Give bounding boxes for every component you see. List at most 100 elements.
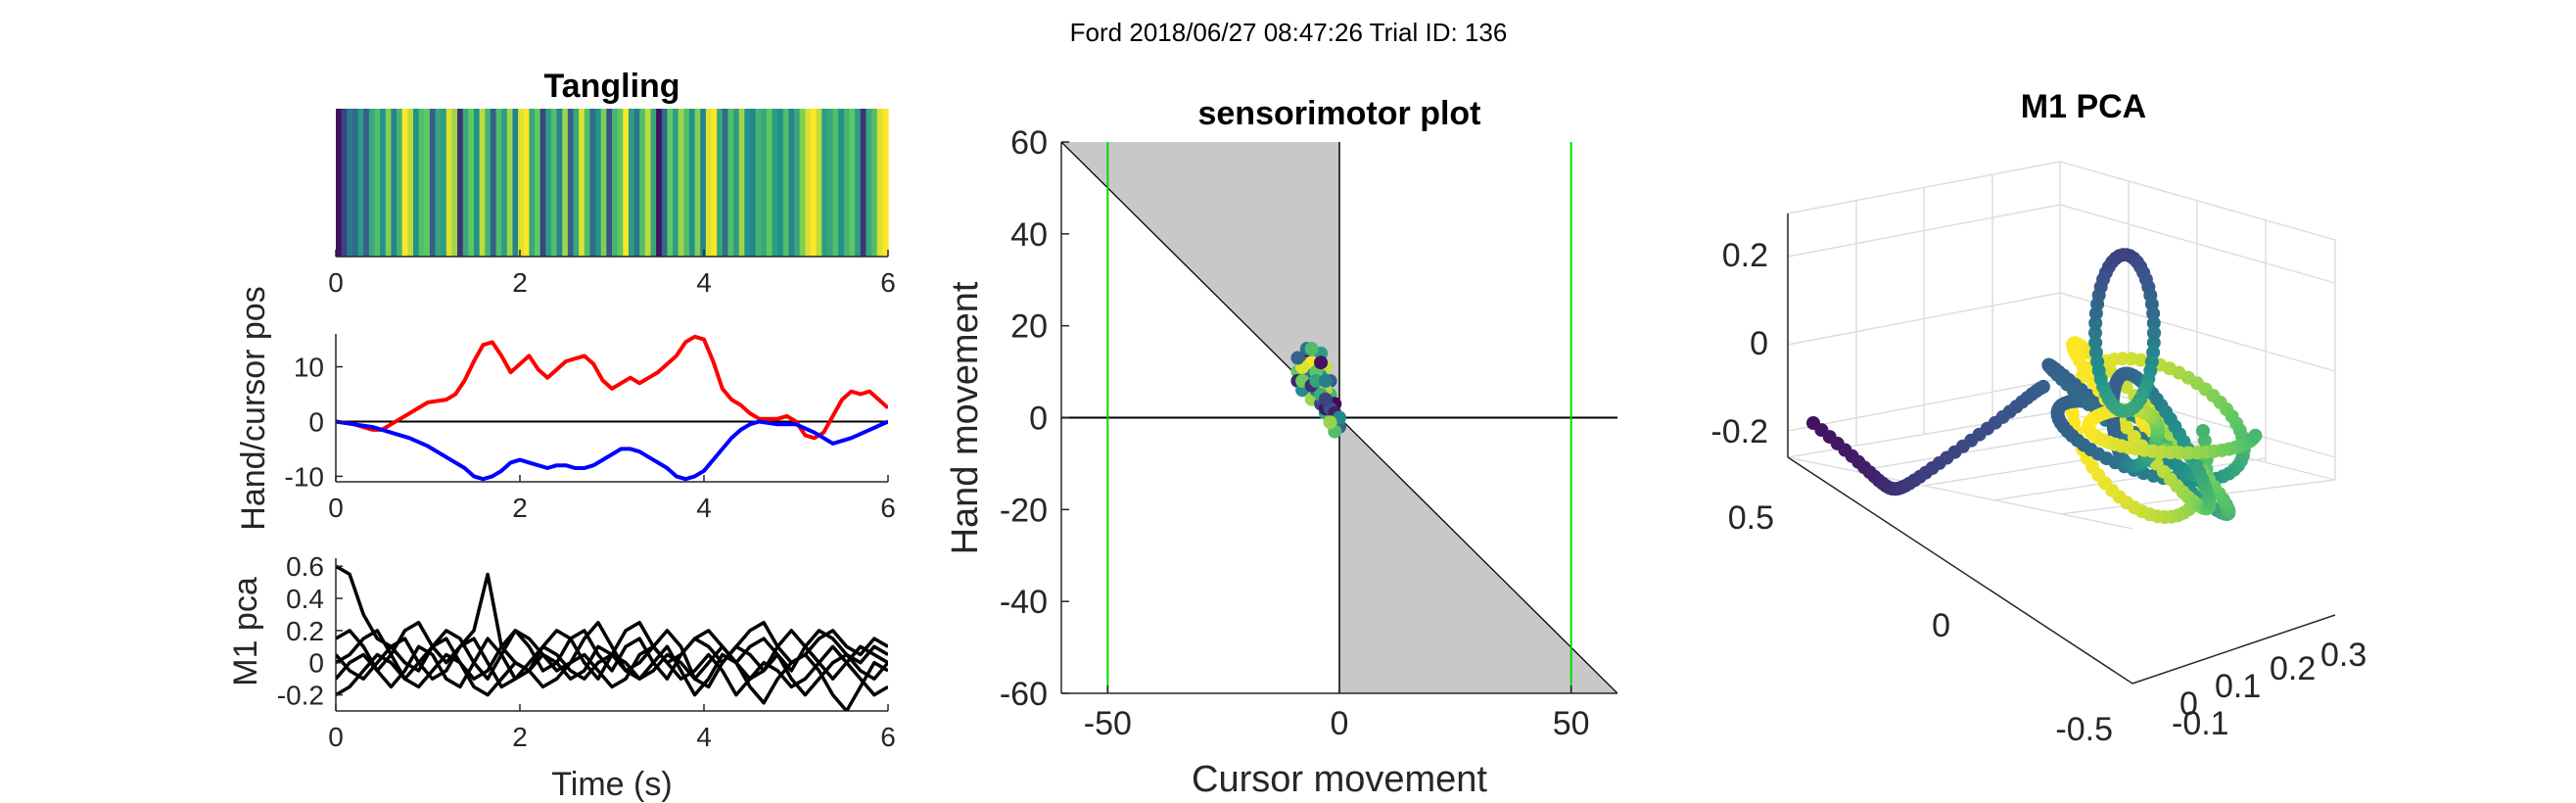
sensorimotor-point: [1318, 392, 1333, 406]
tangling-cell: [457, 109, 464, 257]
tangling-cell: [733, 109, 740, 257]
tangling-x-tick-label: 2: [512, 267, 528, 298]
tangling-cell: [678, 109, 684, 257]
tangling-cell: [418, 109, 425, 257]
tangling-cell: [705, 109, 713, 257]
tangling-cell: [694, 109, 701, 257]
tangling-heatmap: [336, 109, 889, 257]
tangling-cell: [490, 109, 497, 257]
m1-pca-y-tick-label: 0: [308, 648, 324, 679]
tangling-cell: [445, 109, 453, 257]
x-tick-label: 0.5: [1728, 499, 1774, 537]
tangling-cell: [556, 109, 563, 257]
m1-pca-x-tick-label: 4: [696, 722, 712, 752]
sensorimotor-y-label: Hand movement: [945, 281, 986, 554]
m1-pca-3d-panel: M1 PCA: [1710, 88, 2366, 748]
m1-pca-x-tick-label: 0: [328, 722, 344, 752]
tangling-cell: [761, 109, 768, 257]
tangling-cell: [766, 109, 773, 257]
tangling-cell: [347, 109, 353, 257]
tangling-cell: [535, 109, 541, 257]
m1-pca-y-label: M1 pca: [227, 577, 264, 686]
tangling-cell: [700, 109, 707, 257]
tangling-cell: [351, 109, 359, 257]
tangling-cell: [755, 109, 762, 257]
sensorimotor-y-tick-label: -60: [1000, 676, 1048, 713]
m1-pca-x-label: Time (s): [551, 766, 672, 803]
tangling-cell: [523, 109, 530, 257]
tangling-cell: [794, 109, 801, 257]
sensorimotor-ticks: -50 0 50 60 40 20 0 -20 -40 -60: [1000, 124, 1590, 742]
tangling-cell: [711, 109, 718, 257]
tangling-cell: [606, 109, 613, 257]
tangling-cell: [656, 109, 663, 257]
tangling-cell: [545, 109, 552, 257]
tangling-x-tick-label: 6: [880, 267, 896, 298]
sensorimotor-point: [1290, 351, 1305, 365]
tangling-cell: [617, 109, 624, 257]
m1-pca-x-tick-label: 2: [512, 722, 528, 752]
m1-pca-y-tick-label: 0.4: [286, 584, 324, 614]
hand-cursor-y-tick-label: 0: [308, 406, 324, 437]
m1-pca-3d-point: [2088, 336, 2103, 350]
tangling-cell: [623, 109, 630, 257]
tangling-cell: [595, 109, 602, 257]
m1-pca-y-tick-label: 0.6: [286, 551, 324, 582]
m1-pca-trace: [336, 644, 888, 697]
tangling-cell: [363, 109, 370, 257]
tangling-cell: [584, 109, 591, 257]
z-tick-label: -0.2: [1710, 413, 1768, 450]
tangling-cell: [407, 109, 414, 257]
m1-pca-x-tick-label: 6: [880, 722, 896, 752]
tangling-cell: [628, 109, 635, 257]
m1-pca-3d-y-ticks: -0.1 0 0.1 0.2 0.3: [2172, 637, 2366, 742]
sensorimotor-point: [1304, 342, 1319, 356]
tangling-cell: [838, 109, 845, 257]
m1-pca-y-tick-label: 0.2: [286, 616, 324, 646]
tangling-cell: [562, 109, 569, 257]
tangling-cell: [336, 109, 343, 257]
m1-pca-3d-point: [2147, 326, 2161, 340]
tangling-cell: [876, 109, 883, 257]
tangling-title: Tangling: [543, 68, 679, 105]
sensorimotor-y-tick-label: -40: [1000, 584, 1048, 621]
sensorimotor-x-tick-label: -50: [1084, 705, 1132, 742]
tangling-cell: [860, 109, 867, 257]
tangling-cell: [782, 109, 790, 257]
hand-cursor-y-label: Hand/cursor pos: [235, 286, 272, 530]
tangling-cell: [667, 109, 674, 257]
tangling-cell: [683, 109, 690, 257]
y-tick-label: 0: [2179, 685, 2198, 723]
tangling-cell: [341, 109, 348, 257]
tangling-cell: [512, 109, 519, 257]
tangling-cell: [397, 109, 403, 257]
tangling-cell: [474, 109, 481, 257]
tangling-cell: [650, 109, 657, 257]
m1-pca-trace: [336, 564, 888, 681]
tangling-cell: [832, 109, 839, 257]
tangling-cell: [644, 109, 652, 257]
m1-pca-3d-axes: [1787, 213, 2336, 685]
y-tick-label: 0.3: [2320, 637, 2366, 674]
tangling-cell: [826, 109, 834, 257]
sensorimotor-y-tick-label: -20: [1000, 492, 1048, 529]
tangling-cell: [744, 109, 751, 257]
tangling-cell: [855, 109, 862, 257]
tangling-cell: [412, 109, 420, 257]
tangling-cell: [501, 109, 508, 257]
tangling-cell: [816, 109, 822, 257]
tangling-cell: [866, 109, 872, 257]
tangling-cell: [849, 109, 856, 257]
m1-pca-3d-z-ticks: 0.2 0 -0.2: [1710, 237, 1768, 450]
figure-suptitle: Ford 2018/06/27 08:47:26 Trial ID: 136: [1070, 18, 1508, 47]
tangling-cell: [385, 109, 392, 257]
tangling-cell: [871, 109, 878, 257]
hand-cursor-x-tick-label: 6: [880, 493, 896, 523]
sensorimotor-x-tick-label: 50: [1553, 705, 1590, 742]
tangling-cell: [380, 109, 387, 257]
hand-cursor-x-tick-label: 0: [328, 493, 344, 523]
sensorimotor-points: [1290, 342, 1346, 439]
sensorimotor-point: [1318, 373, 1333, 388]
tangling-cell: [727, 109, 734, 257]
